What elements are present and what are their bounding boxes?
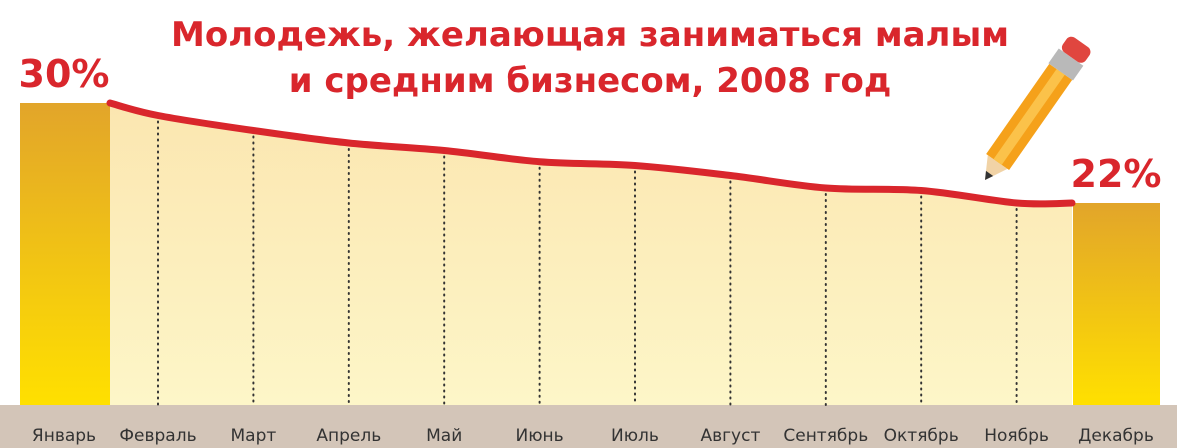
x-tick-label: Март (231, 426, 277, 446)
x-tick-label: Октябрь (884, 426, 959, 446)
x-tick-label: Сентябрь (783, 426, 868, 446)
x-tick-label: Январь (32, 426, 96, 446)
x-tick-label: Ноябрь (984, 426, 1049, 446)
month-strip (0, 405, 1177, 448)
x-tick-label: Июнь (516, 426, 564, 446)
chart-title: и средним бизнесом, 2008 год (289, 61, 892, 101)
x-tick-label: Май (426, 426, 462, 446)
x-tick-label: Апрель (316, 426, 381, 446)
value-label: 22% (1071, 152, 1162, 196)
chart-title: Молодежь, желающая заниматься малым (171, 15, 1009, 55)
value-label: 30% (19, 52, 110, 96)
x-tick-label: Декабрь (1078, 426, 1154, 446)
line (106, 99, 1076, 208)
bar (1073, 203, 1160, 405)
x-tick-label: Август (700, 426, 760, 446)
bar (20, 103, 110, 405)
pencil (985, 36, 1091, 180)
x-tick-label: Июль (611, 426, 659, 446)
x-tick-label: Февраль (119, 426, 196, 446)
area (110, 103, 1072, 405)
